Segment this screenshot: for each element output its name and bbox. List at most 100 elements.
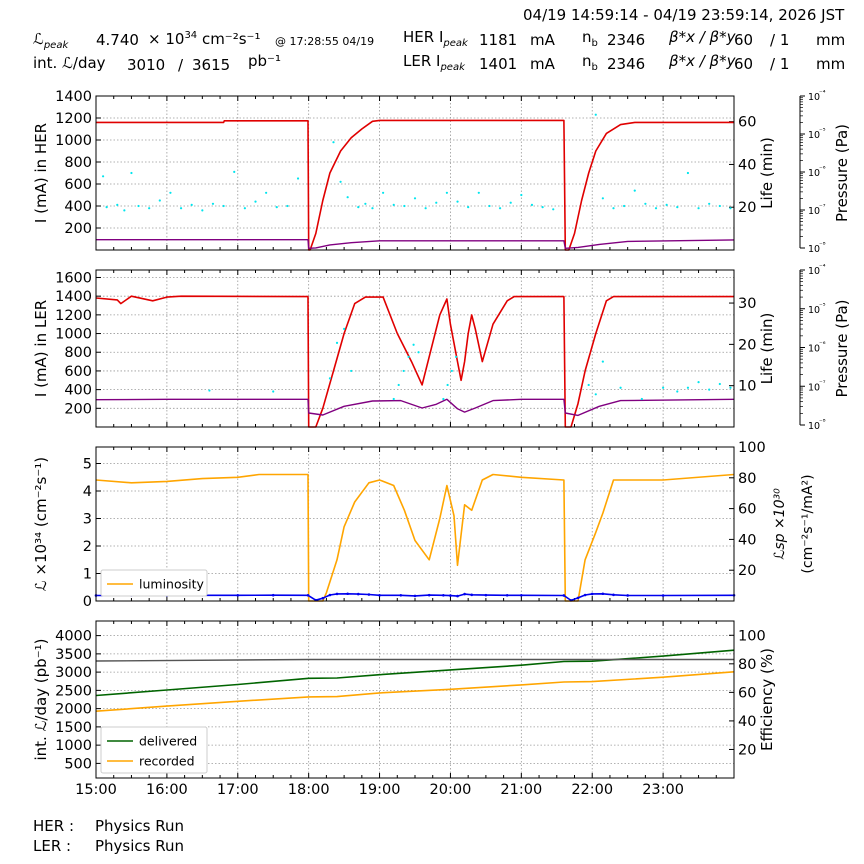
pressure-dot-her	[275, 206, 278, 209]
lsp-dot	[601, 592, 605, 596]
lsp-dot	[328, 593, 332, 597]
her-nb-value: 2346	[607, 31, 646, 49]
pressure-tick-label-her: 10	[808, 244, 820, 255]
pressure-dot-her	[467, 206, 470, 209]
ytick-label-lum: 5	[83, 457, 92, 473]
xtick-label: 19:00	[359, 782, 401, 798]
pressure-dot-her	[392, 203, 395, 206]
her-label-sub: peak	[443, 38, 468, 49]
ylabel2-intl: Efficiency (%)	[758, 648, 776, 751]
her-beta-x: 60	[734, 31, 754, 49]
pressure-dot-her	[233, 170, 236, 173]
ytick-label-her: 1200	[55, 111, 92, 127]
lsp-dot	[367, 593, 371, 596]
intl-sep: /	[178, 56, 184, 74]
ytick-label-her: 200	[64, 221, 92, 237]
ler-label-sub: peak	[440, 62, 465, 73]
ytick-label-intl: 3000	[55, 665, 92, 681]
ytick-label-her: 1000	[55, 133, 92, 149]
ler-ipeak-value: 1401	[479, 55, 518, 73]
pressure-dot-ler	[455, 355, 458, 359]
ylabel3-ler: Pressure (Pa)	[833, 299, 851, 397]
intl-unit: pb⁻¹	[248, 52, 281, 70]
pressure-tick-exp-her: ⁻⁵	[819, 127, 826, 135]
xtick-label: 18:00	[288, 782, 330, 798]
series-ler-life	[95, 398, 735, 417]
her-nb-n: n	[582, 28, 592, 46]
lpeak-unit-post: cm⁻²s⁻¹	[201, 30, 261, 48]
ylabel-ler: I (mA) in LER	[32, 300, 50, 397]
lpeak-time: @ 17:28:55 04/19	[275, 35, 375, 48]
y2tick-label-her: 20	[738, 200, 756, 216]
pressure-dot-ler	[335, 341, 339, 344]
pressure-dot-her	[612, 207, 615, 210]
lsp-dot	[346, 592, 349, 596]
xtick-label: 20:00	[430, 782, 472, 798]
lpeak-label: ℒpeak	[33, 32, 68, 51]
y2tick-label-ler: 10	[738, 379, 756, 395]
lsp-dot	[427, 593, 431, 597]
legend-label-delivered: delivered	[139, 734, 197, 749]
lsp-dot	[456, 594, 459, 598]
lsp-dot	[236, 594, 240, 597]
lpeak-unit: × 1034 cm⁻²s⁻¹	[148, 31, 261, 47]
pressure-dot-her	[148, 207, 151, 210]
series-intl-delivered	[95, 649, 735, 697]
pressure-tick-label-ler: 10	[808, 266, 820, 277]
lsp-dot	[321, 596, 325, 600]
pressure-tick-exp-her: ⁻⁴	[819, 89, 826, 97]
lsp-dot	[583, 593, 587, 597]
ylabel-her: I (mA) in HER	[32, 123, 50, 223]
y2tick-label-lum: 20	[738, 563, 756, 579]
ler-beta-y: / 1	[770, 55, 790, 73]
pressure-dot-her	[339, 180, 342, 183]
ylabel-intl: int. ℒ/day (pb⁻¹)	[32, 639, 50, 761]
pressure-dot-ler	[442, 397, 445, 401]
ytick-label-ler: 1400	[55, 289, 92, 305]
pressure-dot-her	[594, 113, 597, 116]
pressure-dot-ler	[594, 393, 597, 396]
pressure-dot-ler	[392, 397, 395, 401]
pressure-dot-her	[424, 207, 427, 210]
pressure-dot-her	[116, 203, 119, 206]
ler-ipeak-unit: mA	[530, 55, 555, 73]
series-her-life	[96, 238, 735, 250]
lsp-dot	[449, 594, 452, 597]
footer-ler-label: LER :	[33, 837, 72, 855]
ytick-label-lum: 2	[83, 539, 92, 555]
pressure-dot-her	[169, 191, 172, 194]
ytick-label-her: 800	[64, 155, 92, 171]
pressure-dot-ler	[397, 383, 400, 387]
pressure-dot-her	[123, 209, 126, 212]
ytick-label-intl: 1000	[55, 738, 92, 754]
pressure-dot-ler	[686, 386, 690, 389]
pressure-dot-her	[222, 204, 225, 208]
pressure-dot-her	[254, 200, 257, 203]
lsp-dot	[413, 594, 417, 598]
her-nb-sub: b	[591, 38, 598, 49]
ylabel2-her: Life (min)	[758, 137, 776, 209]
lsp-dot	[612, 593, 615, 597]
pressure-dot-ler	[708, 388, 711, 391]
pressure-tick-label-ler: 10	[808, 421, 820, 432]
pressure-dot-ler	[328, 377, 332, 380]
her-nb-label: nb	[582, 30, 598, 49]
pressure-dot-ler	[402, 369, 405, 373]
pressure-tick-exp-ler: ⁻⁴	[819, 263, 826, 271]
y2tick-label-intl: 40	[738, 714, 756, 730]
legend-lum	[100, 569, 208, 597]
pressure-dot-her	[718, 204, 721, 208]
lpeak-unit-pre: × 10	[148, 30, 185, 48]
lsp-dot	[378, 594, 381, 597]
pressure-dot-her	[644, 202, 647, 205]
lsp-dot	[520, 594, 523, 597]
her-ipeak-unit: mA	[530, 31, 555, 49]
ler-nb-label: nb	[582, 54, 598, 73]
ler-label-text: LER I	[403, 52, 441, 70]
xtick-label: 21:00	[500, 782, 542, 798]
frame-lum	[95, 446, 735, 602]
her-label-text: HER I	[403, 28, 444, 46]
pressure-dot-her	[530, 203, 534, 206]
pressure-dot-ler	[417, 351, 420, 354]
pressure-dot-her	[130, 171, 133, 175]
